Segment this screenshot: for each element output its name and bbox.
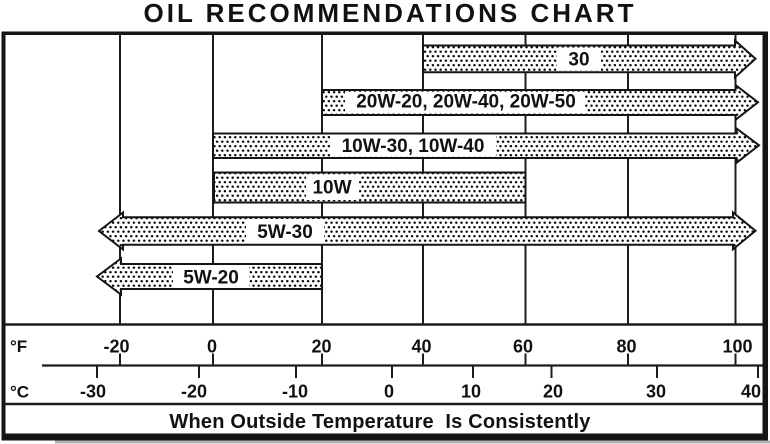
svg-text:5W-20: 5W-20: [183, 267, 239, 288]
svg-text:-20: -20: [181, 382, 207, 402]
svg-text:°C: °C: [10, 383, 29, 402]
svg-text:20W-20, 20W-40, 20W-50: 20W-20, 20W-40, 20W-50: [356, 91, 576, 112]
svg-text:°F: °F: [10, 337, 27, 356]
svg-text:10W-30, 10W-40: 10W-30, 10W-40: [342, 136, 485, 157]
svg-text:80: 80: [616, 337, 636, 357]
svg-text:-20: -20: [103, 337, 129, 357]
svg-text:OIL RECOMMENDATIONS CHART: OIL RECOMMENDATIONS CHART: [144, 0, 637, 28]
svg-text:When Outside Temperature Is C: When Outside Temperature Is Consistently: [169, 411, 591, 433]
svg-text:30: 30: [568, 50, 589, 71]
svg-text:20: 20: [311, 337, 331, 357]
svg-text:10: 10: [461, 382, 481, 402]
svg-text:10W: 10W: [312, 178, 351, 199]
svg-text:-30: -30: [80, 382, 106, 402]
svg-text:30: 30: [646, 382, 666, 402]
svg-text:0: 0: [207, 337, 217, 357]
svg-text:5W-30: 5W-30: [257, 222, 313, 243]
svg-text:0: 0: [384, 382, 394, 402]
svg-text:-10: -10: [282, 382, 308, 402]
svg-text:60: 60: [513, 337, 533, 357]
svg-text:40: 40: [411, 337, 431, 357]
svg-text:100: 100: [722, 337, 752, 357]
svg-text:40: 40: [741, 382, 761, 402]
svg-text:20: 20: [543, 382, 563, 402]
